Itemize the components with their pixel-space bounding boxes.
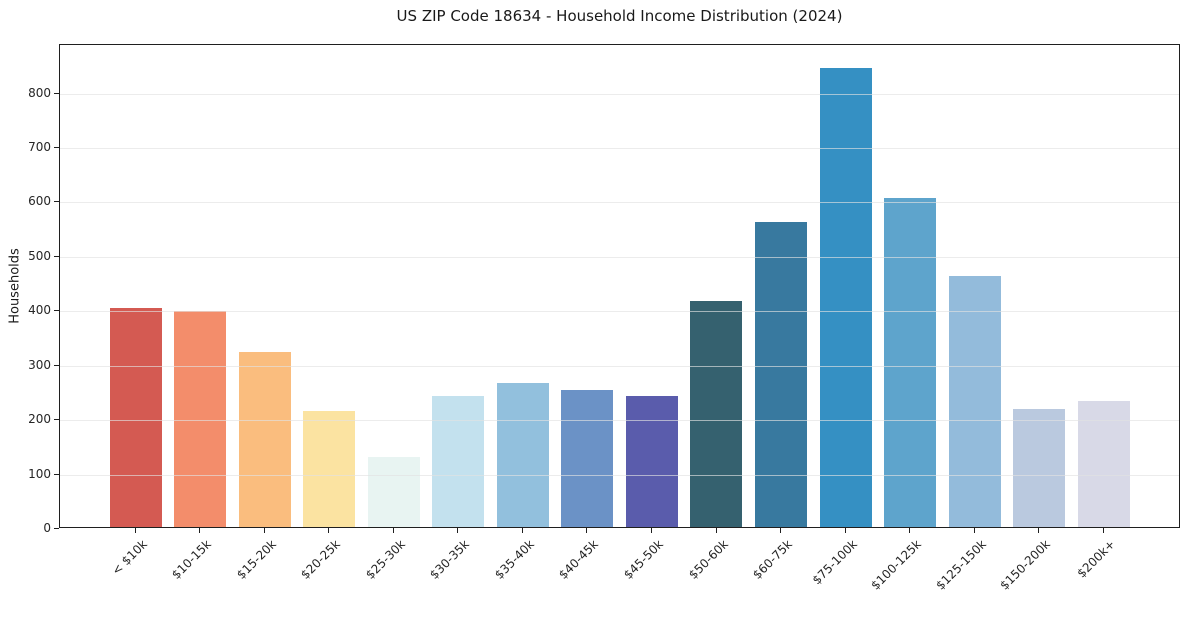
- gridline-700: [60, 147, 1179, 149]
- y-tick-label-700: 700: [28, 139, 51, 154]
- y-tick-mark: [54, 201, 59, 203]
- y-tick-mark: [54, 364, 59, 366]
- plot-area: [59, 44, 1180, 528]
- x-tick-mark: [973, 528, 975, 533]
- bar-$125-150k: [948, 275, 1001, 527]
- gridline-800: [60, 93, 1179, 95]
- bar-$25-30k: [367, 456, 420, 527]
- gridline-500: [60, 256, 1179, 258]
- bar-$150-200k: [1013, 409, 1066, 527]
- x-tick-mark: [1102, 528, 1104, 533]
- x-tick-mark: [650, 528, 652, 533]
- gridline-100: [60, 474, 1179, 476]
- y-tick-label-200: 200: [28, 412, 51, 427]
- x-tick-mark: [134, 528, 136, 533]
- y-tick-mark: [54, 146, 59, 148]
- x-tick-mark: [392, 528, 394, 533]
- x-tick-mark: [199, 528, 201, 533]
- bar-< $10k: [109, 308, 162, 527]
- x-tick-mark: [844, 528, 846, 533]
- y-tick-mark: [54, 419, 59, 421]
- x-tick-mark: [715, 528, 717, 533]
- bar-$200k+: [1077, 401, 1130, 527]
- y-tick-label-500: 500: [28, 248, 51, 263]
- x-tick-mark: [1038, 528, 1040, 533]
- bar-$100-125k: [884, 198, 937, 527]
- gridline-600: [60, 202, 1179, 204]
- y-tick-label-0: 0: [43, 521, 51, 535]
- bar-$10-15k: [174, 311, 227, 527]
- gridline-300: [60, 365, 1179, 367]
- x-tick-mark: [909, 528, 911, 533]
- x-tick-mark: [263, 528, 265, 533]
- y-tick-label-300: 300: [28, 357, 51, 372]
- x-tick-mark: [521, 528, 523, 533]
- grid-layer: [60, 45, 1179, 527]
- bar-$45-50k: [625, 396, 678, 527]
- gridline-400: [60, 311, 1179, 313]
- y-tick-mark: [54, 255, 59, 257]
- y-tick-mark: [54, 92, 59, 94]
- bars-layer: [60, 45, 1179, 527]
- bar-$15-20k: [238, 352, 291, 527]
- y-tick-mark: [54, 310, 59, 312]
- y-tick-label-800: 800: [28, 85, 51, 100]
- figure: US ZIP Code 18634 - Household Income Dis…: [7, 7, 1180, 593]
- bar-$50-60k: [690, 300, 743, 527]
- y-tick-label-100: 100: [28, 466, 51, 481]
- bar-$30-35k: [432, 395, 485, 527]
- bar-$60-75k: [755, 222, 807, 527]
- bar-$75-100k: [819, 68, 872, 527]
- y-tick-mark: [54, 473, 59, 475]
- x-tick-mark: [586, 528, 588, 533]
- x-tick-mark: [457, 528, 459, 533]
- gridline-200: [60, 420, 1179, 422]
- x-tick-mark: [780, 528, 781, 533]
- axes-layer: 0 100 200 300 400 500 600 700 800 < $10k $10-15k $1…: [28, 85, 1117, 593]
- x-tick-mark: [328, 528, 330, 533]
- bar-$35-40k: [496, 382, 549, 527]
- y-tick-label-400: 400: [28, 303, 51, 318]
- bar-$40-45k: [561, 390, 614, 527]
- y-tick-label-600: 600: [28, 194, 51, 209]
- y-tick-mark: [54, 528, 59, 529]
- chart-title: US ZIP Code 18634 - Household Income Dis…: [396, 7, 843, 25]
- bar-$20-25k: [303, 411, 356, 527]
